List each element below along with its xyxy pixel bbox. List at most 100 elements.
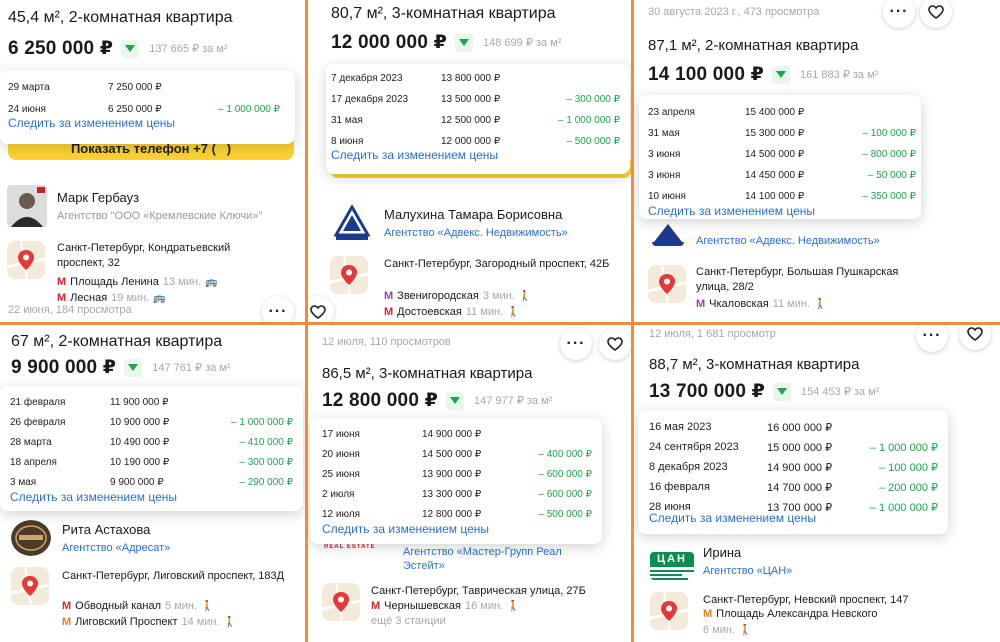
more-stations-link[interactable]: ещё 3 станции [371, 615, 446, 627]
metro-station[interactable]: M Лесная 19 мин. 🚌 [57, 292, 166, 304]
listing-address[interactable]: Санкт-Петербург, Таврическая улица, 27Б [371, 585, 586, 597]
metro-station[interactable]: M Достоевская 11 мин. 🚶 [384, 306, 520, 318]
more-options-button[interactable]: ··· [883, 0, 915, 28]
price-down-arrow-icon[interactable] [124, 358, 143, 377]
bus-icon: 🚌 [153, 292, 166, 304]
listing-card-2[interactable]: 80,7 м², 3-комнатная квартира 12 000 000… [308, 0, 631, 322]
map-pin-icon[interactable] [11, 567, 49, 605]
follow-price-link[interactable]: Следить за изменением цены [322, 522, 490, 536]
price-row: 6 250 000 ₽ 137 665 ₽ за м² [8, 37, 228, 60]
agent-name[interactable]: Марк Гербауз [57, 190, 140, 205]
price-row: 12 000 000 ₽ 148 699 ₽ за м² [331, 31, 561, 54]
metro-icon: M [703, 608, 713, 620]
follow-price-link[interactable]: Следить за изменением цены [8, 116, 176, 130]
walk-icon: 🚶 [814, 298, 827, 310]
agent-name[interactable]: Ирина [703, 545, 742, 560]
history-diff: – 400 000 ₽ [538, 449, 592, 460]
listing-price: 13 700 000 ₽ [649, 381, 765, 402]
history-price: 14 900 000 ₽ [767, 462, 833, 474]
history-date: 8 декабря 2023 [649, 461, 728, 473]
history-diff: – 500 000 ₽ [566, 136, 620, 147]
listing-card-1[interactable]: 45,4 м², 2-комнатная квартира 6 250 000 … [0, 0, 305, 322]
history-date: 3 июня [648, 149, 681, 160]
metro-station[interactable]: M Чернышевская 16 мин. 🚶 [371, 600, 520, 612]
price-down-arrow-icon[interactable] [772, 65, 790, 84]
map-pin-icon[interactable] [648, 265, 686, 303]
history-diff: – 410 000 ₽ [239, 437, 293, 448]
price-history-popup: 17 июня 14 900 000 ₽ 20 июня 14 500 000 … [310, 418, 602, 544]
listing-card-4[interactable]: 67 м², 2-комнатная квартира 9 900 000 ₽ … [0, 325, 305, 642]
listing-card-5[interactable]: 12 июля, 110 просмотров ··· 86,5 м², 3-к… [308, 325, 631, 642]
listing-address[interactable]: Санкт-Петербург, Невский проспект, 147 [703, 594, 909, 606]
metro-station[interactable]: M Лиговский Проспект 14 мин. 🚶 [62, 616, 236, 628]
listing-title[interactable]: 80,7 м², 3-комнатная квартира [331, 5, 556, 22]
history-diff: – 1 000 000 ₽ [231, 417, 293, 428]
favorite-button[interactable] [308, 296, 334, 322]
listing-price: 12 800 000 ₽ [322, 390, 438, 411]
follow-price-link[interactable]: Следить за изменением цены [648, 204, 816, 218]
listing-card-6[interactable]: 12 июля, 1 681 просмотр ··· 88,7 м², 3-к… [634, 322, 1000, 642]
metro-station[interactable]: M Чкаловская 11 мин. 🚶 [696, 298, 826, 310]
price-per-m2: 161 883 ₽ за м² [800, 69, 879, 81]
walk-icon: 🚶 [507, 600, 520, 612]
favorite-button[interactable] [599, 328, 631, 360]
metro-time: 13 мин. [162, 276, 201, 288]
metro-station[interactable]: M Площадь Ленина 13 мин. 🚌 [57, 276, 217, 288]
history-date: 23 апреля [648, 107, 695, 118]
history-diff: – 300 000 ₽ [566, 94, 620, 105]
agent-agency[interactable]: Агентство «ЦАН» [703, 565, 793, 577]
metro-station[interactable]: M Обводный канал 5 мин. 🚶 [62, 600, 213, 612]
price-down-arrow-icon[interactable] [446, 391, 464, 410]
listing-card-3[interactable]: 30 августа 2023 г., 473 просмотра ··· 87… [634, 0, 1000, 320]
more-options-button[interactable]: ··· [916, 322, 948, 352]
history-date: 7 декабря 2023 [331, 73, 403, 84]
price-down-arrow-icon[interactable] [773, 382, 791, 401]
history-price: 6 250 000 ₽ [108, 104, 162, 115]
price-down-arrow-icon[interactable] [455, 33, 473, 52]
agent-agency[interactable]: Агентство "ООО «Кремлевские Ключи»" [57, 210, 263, 222]
map-pin-icon[interactable] [7, 241, 45, 279]
agent-agency[interactable]: Агентство «Адресат» [62, 542, 171, 554]
history-date: 28 марта [10, 437, 52, 448]
history-price: 12 800 000 ₽ [422, 509, 482, 520]
listing-address[interactable]: Санкт-Петербург, Лиговский проспект, 183… [62, 570, 285, 582]
history-price: 16 000 000 ₽ [767, 422, 833, 434]
listing-title[interactable]: 86,5 м², 3-комнатная квартира [322, 365, 533, 382]
price-per-m2: 147 977 ₽ за м² [474, 395, 553, 407]
listing-address[interactable]: Санкт-Петербург, Загородный проспект, 42… [384, 258, 610, 270]
map-pin-icon[interactable] [650, 592, 688, 630]
map-pin-icon[interactable] [330, 256, 368, 294]
agent-name[interactable]: Рита Астахова [62, 522, 151, 537]
history-price: 15 000 000 ₽ [767, 442, 833, 454]
follow-price-link[interactable]: Следить за изменением цены [331, 148, 499, 162]
favorite-button[interactable] [920, 0, 952, 28]
listing-title[interactable]: 88,7 м², 3-комнатная квартира [649, 356, 860, 373]
more-options-button[interactable]: ··· [262, 296, 294, 322]
history-price: 14 900 000 ₽ [422, 429, 482, 440]
metro-station[interactable]: M Звенигородская 3 мин. 🚶 [384, 290, 531, 302]
metro-name: Площадь Ленина [70, 276, 159, 288]
agent-name[interactable]: Малухина Тамара Борисовна [384, 207, 563, 222]
favorite-button[interactable] [959, 322, 991, 350]
history-price: 14 450 000 ₽ [745, 170, 805, 181]
history-date: 12 июля [322, 509, 361, 520]
listing-price: 9 900 000 ₽ [11, 357, 117, 378]
history-diff: – 1 000 000 ₽ [869, 502, 938, 514]
metro-name: Площадь Александра Невского [716, 608, 878, 620]
listing-title[interactable]: 67 м², 2-комнатная квартира [11, 333, 223, 350]
history-price: 13 300 000 ₽ [422, 489, 482, 500]
listing-address[interactable]: Санкт-Петербург, Большая Пушкарская улиц… [696, 266, 899, 293]
more-options-button[interactable]: ··· [560, 328, 592, 360]
listing-title[interactable]: 45,4 м², 2-комнатная квартира [8, 9, 233, 26]
metro-station[interactable]: M Площадь Александра Невского [703, 608, 963, 620]
follow-price-link[interactable]: Следить за изменением цены [10, 490, 178, 504]
agent-agency[interactable]: Агентство «Адвекс. Недвижимость» [696, 235, 880, 247]
map-pin-icon[interactable] [322, 583, 360, 621]
agent-agency[interactable]: Агентство «Мастер-Групп Реал Эстейт» [403, 546, 562, 572]
listing-title[interactable]: 87,1 м², 2-комнатная квартира [648, 37, 859, 54]
metro-name: Лесная [70, 292, 108, 304]
listing-address[interactable]: Санкт-Петербург, Кондратьевский проспект… [57, 242, 231, 269]
price-down-arrow-icon[interactable] [121, 39, 140, 58]
agent-agency[interactable]: Агентство «Адвекс. Недвижимость» [384, 227, 568, 239]
follow-price-link[interactable]: Следить за изменением цены [649, 511, 817, 525]
